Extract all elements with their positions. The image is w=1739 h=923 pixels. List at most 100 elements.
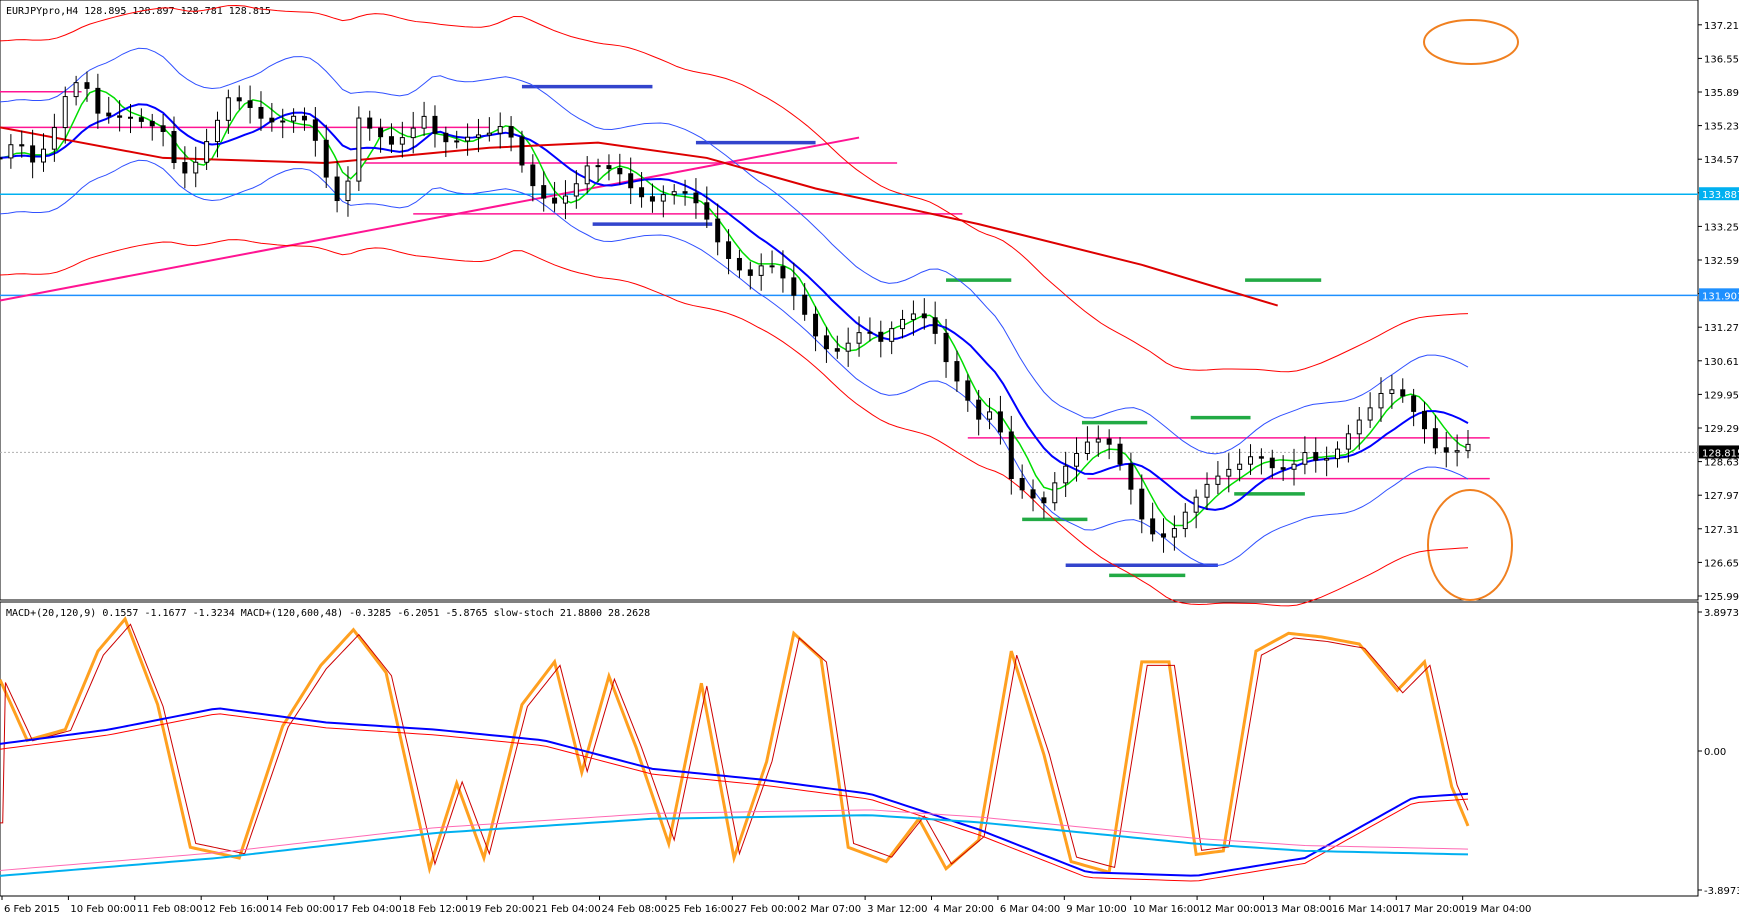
time-tick-label: 25 Feb 16:00 [668,904,734,915]
candle-body [1128,463,1134,490]
current-price-tag-label: 128.815 [1702,448,1739,459]
candle-body [1280,467,1286,470]
candle-body [127,116,133,119]
indicator-axis: 3.8973 0.00 -3.8973 [1698,608,1739,897]
candle-body [1432,428,1438,449]
candle-body [465,136,471,142]
candle-body [1226,468,1232,477]
candle-body [171,130,177,164]
candle-body [704,202,710,220]
candle-body [1269,457,1275,469]
candle-body [334,176,340,202]
bollinger-lower [0,159,1469,567]
candle-body [954,361,960,382]
candle-body [682,191,688,194]
candle-body [878,331,884,342]
candle-body [1400,389,1406,397]
time-tick-label: 17 Feb 04:00 [336,904,402,915]
envelope-lower [0,239,1469,607]
candle-body [628,173,634,189]
time-tick-label: 6 Feb 2015 [4,904,60,915]
candle-body [1074,453,1080,467]
candle-body [519,136,525,166]
candle-body [1356,419,1362,435]
time-tick-label: 27 Feb 00:00 [734,904,800,915]
candle-body [1171,528,1177,538]
ma-blue [0,103,1469,511]
candle-body [1465,443,1471,452]
candle-body [1248,456,1254,465]
candle-body [1008,431,1014,479]
hline-price-tag [1699,187,1739,201]
indicator-tick-label: -3.8973 [1704,886,1739,897]
price-tick-label: 130.615 [1704,357,1739,368]
hline-price-tag-label: 131.901 [1702,291,1739,302]
time-tick-label: 2 Mar 07:00 [801,904,861,915]
candle-body [454,140,460,143]
time-tick-label: 13 Mar 08:00 [1265,904,1332,915]
candle-body [736,257,742,271]
price-tick-label: 135.895 [1704,88,1739,99]
candle-body [1139,488,1145,520]
candle-body [747,269,753,276]
price-tick-label: 129.955 [1704,390,1739,401]
candle-body [40,148,46,163]
candle-body [399,137,405,145]
candle-body [323,139,329,178]
annotations [0,19,1519,601]
candle-body [813,313,819,337]
candle-body [530,164,536,187]
candle-body [269,117,275,123]
candle-body [584,165,590,185]
macd-slow-signal [0,809,1469,871]
macd-fast-signal [0,713,1469,882]
bollinger-upper [0,47,1469,455]
candle-body [715,218,721,243]
hline-price-tag [1699,288,1739,302]
time-tick-label: 19 Feb 20:00 [469,904,535,915]
time-tick-label: 9 Mar 10:00 [1066,904,1126,915]
candle-body [780,266,786,279]
macd-fast [0,707,1469,877]
candle-body [149,120,155,127]
candle-body [541,185,547,199]
candle-body [388,136,394,145]
candle-body [356,117,362,182]
candle-body [497,126,503,134]
candle-body [19,144,25,147]
time-tick-label: 21 Feb 04:00 [535,904,601,915]
candle-body [247,100,253,108]
candle-body [280,120,286,123]
candle-body [1204,483,1210,498]
candle-body [225,97,231,121]
candle-body [823,335,829,350]
candle-body [932,317,938,334]
candle-body [1215,475,1221,485]
hline-price-tag-label: 133.887 [1702,190,1739,201]
price-pane-frame [0,0,1699,601]
candle-body [726,241,732,259]
candle-body [204,141,210,163]
candle-body [73,82,79,98]
candle-body [1106,438,1112,445]
candle-body [182,162,188,174]
candle-body [889,328,895,342]
candle-body [508,126,514,138]
candle-body [1335,448,1341,460]
candle-body [62,96,68,129]
time-tick-label: 6 Mar 04:00 [1000,904,1060,915]
candle-body [660,194,666,202]
candle-body [856,332,862,344]
candle-body [410,127,416,139]
candle-body [421,115,427,129]
time-tick-label: 3 Mar 12:00 [867,904,927,915]
candle-body [258,106,264,119]
candles [0,71,1471,553]
candle-body [443,132,449,143]
candle-body [649,196,655,202]
time-tick-label: 16 Mar 14:00 [1332,904,1399,915]
candle-body [910,313,916,320]
